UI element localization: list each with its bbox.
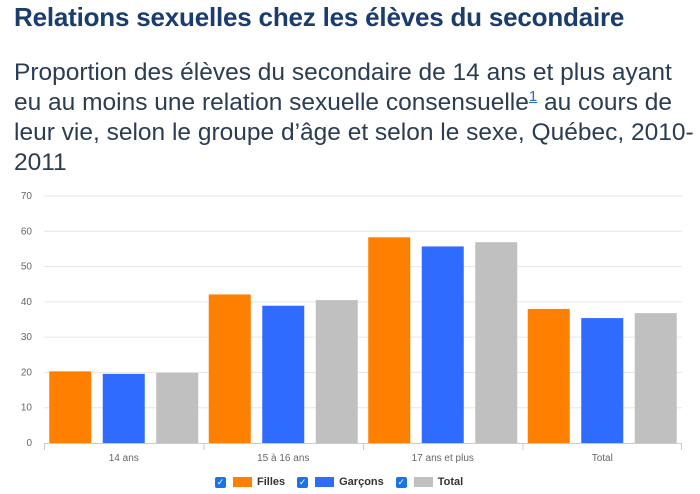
legend-label-total: Total xyxy=(437,476,464,488)
legend-item-garcons[interactable]: ✓ Garçons xyxy=(297,476,384,488)
bar[interactable]: Garçons — Total : 35.4 xyxy=(581,318,624,443)
x-tick-label: 15 à 16 ans xyxy=(257,453,309,464)
checkbox-icon[interactable]: ✓ xyxy=(395,476,407,488)
chart-legend: ✓ Filles ✓ Garçons ✓ Total xyxy=(215,476,463,488)
legend-swatch-filles xyxy=(233,477,252,487)
y-tick-label: 30 xyxy=(21,332,33,343)
bar[interactable]: Filles — 15 à 16 ans : 42.1 xyxy=(208,294,251,443)
y-tick-label: 10 xyxy=(21,403,33,414)
bar[interactable]: Garçons — 15 à 16 ans : 38.9 xyxy=(262,305,305,443)
bar[interactable]: Filles — 14 ans : 20.3 xyxy=(49,371,92,443)
y-tick-label: 70 xyxy=(21,191,33,202)
page-title: Relations sexuelles chez les élèves du s… xyxy=(14,2,625,32)
bar[interactable]: Filles — Total : 38 xyxy=(527,308,570,443)
y-tick-label: 20 xyxy=(21,367,33,378)
bar[interactable]: Total — 14 ans : 19.9 xyxy=(156,372,199,443)
y-tick-label: 60 xyxy=(21,226,33,237)
subtitle-text-end: au cours de leur vie, selon le groupe d’… xyxy=(14,89,694,176)
bar[interactable]: Total — Total : 36.8 xyxy=(634,313,677,443)
checkbox-icon[interactable]: ✓ xyxy=(215,476,226,488)
bar-chart: 010203040506070Filles — 14 ans : 20.3Gar… xyxy=(21,191,682,464)
x-tick-label: 17 ans et plus xyxy=(412,453,474,464)
checkbox-icon[interactable]: ✓ xyxy=(297,476,309,488)
x-tick-label: 14 ans xyxy=(109,453,139,464)
bar[interactable]: Filles — 17 ans et plus : 58.3 xyxy=(368,237,411,443)
bar[interactable]: Total — 17 ans et plus : 56.9 xyxy=(475,242,518,443)
legend-swatch-garcons xyxy=(315,477,335,487)
legend-item-total[interactable]: ✓ Total xyxy=(395,476,464,488)
y-tick-label: 0 xyxy=(26,438,32,449)
bar[interactable]: Garçons — 17 ans et plus : 55.7 xyxy=(421,246,464,443)
legend-label-garcons: Garçons xyxy=(339,476,384,488)
legend-swatch-total xyxy=(413,477,433,487)
chart-subtitle: Proportion des élèves du secondaire de 1… xyxy=(14,58,694,178)
bar[interactable]: Garçons — 14 ans : 19.6 xyxy=(102,373,145,443)
y-tick-label: 40 xyxy=(21,297,33,308)
legend-label-filles: Filles xyxy=(257,476,286,488)
legend-item-filles[interactable]: ✓ Filles xyxy=(215,476,285,488)
y-tick-label: 50 xyxy=(21,262,33,273)
footnote-link[interactable]: 1 xyxy=(528,87,538,105)
subtitle-text: Proportion des élèves du secondaire de 1… xyxy=(14,59,672,116)
bar[interactable]: Total — 15 à 16 ans : 40.5 xyxy=(315,300,358,443)
x-tick-label: Total xyxy=(592,453,613,464)
